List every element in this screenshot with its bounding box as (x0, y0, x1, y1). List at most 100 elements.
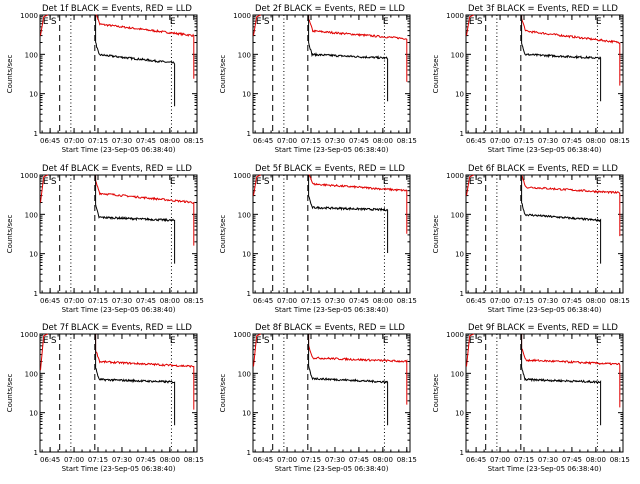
marker-label-s: S (477, 336, 483, 346)
x-axis-label: Start Time (23-Sep-05 06:38:40) (488, 146, 602, 154)
lld-series-line (466, 14, 474, 36)
y-tick-label: 1 (460, 449, 464, 457)
x-axis-label: Start Time (23-Sep-05 06:38:40) (488, 306, 602, 314)
y-tick-label: 10 (242, 251, 251, 259)
x-tick-label: 07:45 (562, 297, 582, 305)
y-tick-label: 1000 (446, 12, 464, 20)
x-tick-label: 07:15 (88, 137, 108, 145)
marker-label-s: S (264, 336, 270, 346)
chart-panel-8: Det 8f BLACK = Events, RED = LLD 1 10 100 10… (219, 323, 417, 473)
x-tick-label: 07:00 (490, 137, 510, 145)
y-tick-label: 100 (451, 370, 464, 378)
x-tick-label: 08:15 (397, 297, 417, 305)
events-series-line (95, 15, 176, 107)
x-tick-label: 06:45 (466, 137, 486, 145)
plot-frame (465, 174, 624, 294)
marker-label-s: S (51, 177, 57, 187)
x-tick-label: 07:15 (514, 137, 534, 145)
lld-series-line (95, 334, 195, 410)
marker-label-e: E (170, 17, 176, 27)
y-tick-label: 1 (34, 290, 38, 298)
y-axis-label: Counts/sec (432, 215, 440, 254)
y-tick-label: 10 (242, 91, 251, 99)
events-series-line (95, 175, 176, 264)
x-tick-label: 08:00 (160, 297, 180, 305)
lld-series-line (308, 334, 408, 405)
y-tick-label: 1000 (233, 331, 251, 339)
x-tick-label: 07:15 (301, 297, 321, 305)
y-tick-label: 100 (238, 370, 251, 378)
x-tick-label: 06:45 (253, 297, 273, 305)
x-tick-label: 07:00 (64, 137, 84, 145)
chart-panel-3: Det 3f BLACK = Events, RED = LLD 1 10 100 10… (432, 4, 630, 154)
lld-series-line (40, 14, 48, 36)
marker-label-s: S (51, 17, 57, 27)
x-tick-label: 06:45 (40, 137, 60, 145)
y-tick-label: 10 (242, 410, 251, 418)
x-tick-label: 07:30 (538, 297, 558, 305)
marker-label-e: E (256, 336, 262, 346)
x-tick-label: 07:00 (490, 456, 510, 464)
events-series-line (308, 175, 389, 253)
chart-title: Det 2f BLACK = Events, RED = LLD (255, 4, 405, 14)
chart-title: Det 3f BLACK = Events, RED = LLD (468, 4, 618, 14)
x-tick-label: 08:15 (184, 297, 204, 305)
marker-label-e: E (469, 336, 475, 346)
chart-panel-5: Det 5f BLACK = Events, RED = LLD 1 10 100 10… (219, 164, 417, 314)
chart-title: Det 9f BLACK = Events, RED = LLD (468, 323, 618, 333)
x-tick-label: 08:15 (184, 137, 204, 145)
x-tick-label: 08:00 (586, 456, 606, 464)
x-tick-label: 07:30 (112, 137, 132, 145)
y-tick-label: 1 (34, 449, 38, 457)
x-tick-label: 07:30 (325, 297, 345, 305)
x-tick-label: 07:00 (64, 456, 84, 464)
x-tick-label: 06:45 (40, 297, 60, 305)
x-tick-label: 07:15 (301, 137, 321, 145)
x-tick-label: 07:30 (112, 456, 132, 464)
x-tick-label: 07:00 (277, 137, 297, 145)
marker-label-s: S (264, 17, 270, 27)
plot-frame (39, 14, 198, 134)
lld-series-line (40, 174, 48, 203)
x-tick-label: 07:15 (514, 297, 534, 305)
chart-title: Det 7f BLACK = Events, RED = LLD (42, 323, 192, 333)
events-series-line (308, 334, 389, 426)
plot-frame (252, 14, 411, 134)
chart-panel-6: Det 6f BLACK = Events, RED = LLD 1 10 100 10… (432, 164, 630, 314)
y-tick-label: 1000 (20, 172, 38, 180)
x-tick-label: 07:30 (325, 456, 345, 464)
lld-series-line (95, 14, 195, 79)
y-tick-label: 10 (29, 91, 38, 99)
marker-label-s: S (477, 177, 483, 187)
lld-series-line (466, 333, 474, 367)
chart-panel-7: Det 7f BLACK = Events, RED = LLD 1 10 100 10… (6, 323, 204, 473)
events-series-line (521, 334, 602, 426)
plot-frame (39, 174, 198, 294)
x-axis-label: Start Time (23-Sep-05 06:38:40) (62, 465, 176, 473)
x-axis-label: Start Time (23-Sep-05 06:38:40) (488, 465, 602, 473)
marker-label-e: E (383, 17, 389, 27)
marker-label-e: E (170, 177, 176, 187)
x-tick-label: 07:00 (277, 297, 297, 305)
y-tick-label: 1 (460, 130, 464, 138)
chart-title: Det 4f BLACK = Events, RED = LLD (42, 164, 192, 174)
x-tick-label: 07:15 (88, 456, 108, 464)
y-tick-label: 10 (455, 410, 464, 418)
y-axis-label: Counts/sec (219, 374, 227, 413)
x-tick-label: 06:45 (466, 456, 486, 464)
y-tick-label: 1 (34, 130, 38, 138)
events-series-line (308, 15, 389, 102)
lld-series-line (308, 174, 408, 234)
plot-frame (465, 14, 624, 134)
x-tick-label: 07:30 (538, 456, 558, 464)
events-series-line (521, 175, 602, 264)
chart-title: Det 8f BLACK = Events, RED = LLD (255, 323, 405, 333)
y-tick-label: 100 (25, 211, 38, 219)
x-tick-label: 07:15 (88, 297, 108, 305)
x-tick-label: 08:00 (373, 456, 393, 464)
lld-series-line (253, 333, 261, 367)
lld-series-line (253, 14, 261, 36)
marker-label-e: E (383, 336, 389, 346)
